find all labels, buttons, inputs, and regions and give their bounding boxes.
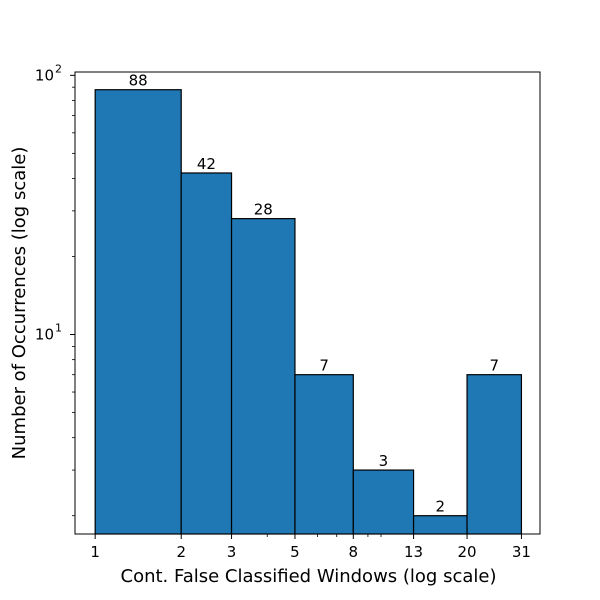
y-tick-label: 10 xyxy=(35,66,54,84)
x-tick-label: 13 xyxy=(404,543,423,561)
x-tick-label: 2 xyxy=(176,543,186,561)
x-tick-label: 5 xyxy=(290,543,300,561)
x-axis-label: Cont. False Classified Windows (log scal… xyxy=(121,566,497,587)
bar-value-label: 3 xyxy=(379,452,389,470)
x-tick-label: 20 xyxy=(457,543,476,561)
bar-value-label: 28 xyxy=(254,201,273,219)
histogram-bar xyxy=(294,374,354,535)
histogram-bar xyxy=(412,515,468,535)
y-tick-base: 10 xyxy=(35,326,54,344)
bar-value-label: 7 xyxy=(489,357,499,375)
bar-value-label: 88 xyxy=(129,72,148,90)
y-tick-label: 10 xyxy=(35,326,54,344)
y-tick-exponent: 2 xyxy=(55,62,62,75)
histogram-bar xyxy=(352,469,415,535)
y-tick-exponent: 1 xyxy=(55,322,62,335)
x-tick-label: 3 xyxy=(227,543,237,561)
histogram-bar xyxy=(94,89,182,535)
histogram-bar xyxy=(180,172,233,535)
histogram-bar xyxy=(466,374,523,535)
x-tick-label: 1 xyxy=(90,543,100,561)
bar-value-label: 7 xyxy=(319,357,329,375)
plot-frame xyxy=(74,71,541,535)
bar-value-label: 2 xyxy=(436,498,446,516)
y-tick-base: 10 xyxy=(35,66,54,84)
histogram-bar xyxy=(230,218,296,535)
bar-value-label: 42 xyxy=(197,155,216,173)
x-tick-label: 8 xyxy=(349,543,359,561)
x-tick-label: 31 xyxy=(512,543,531,561)
y-axis-label: Number of Occurrences (log scale) xyxy=(9,147,30,460)
